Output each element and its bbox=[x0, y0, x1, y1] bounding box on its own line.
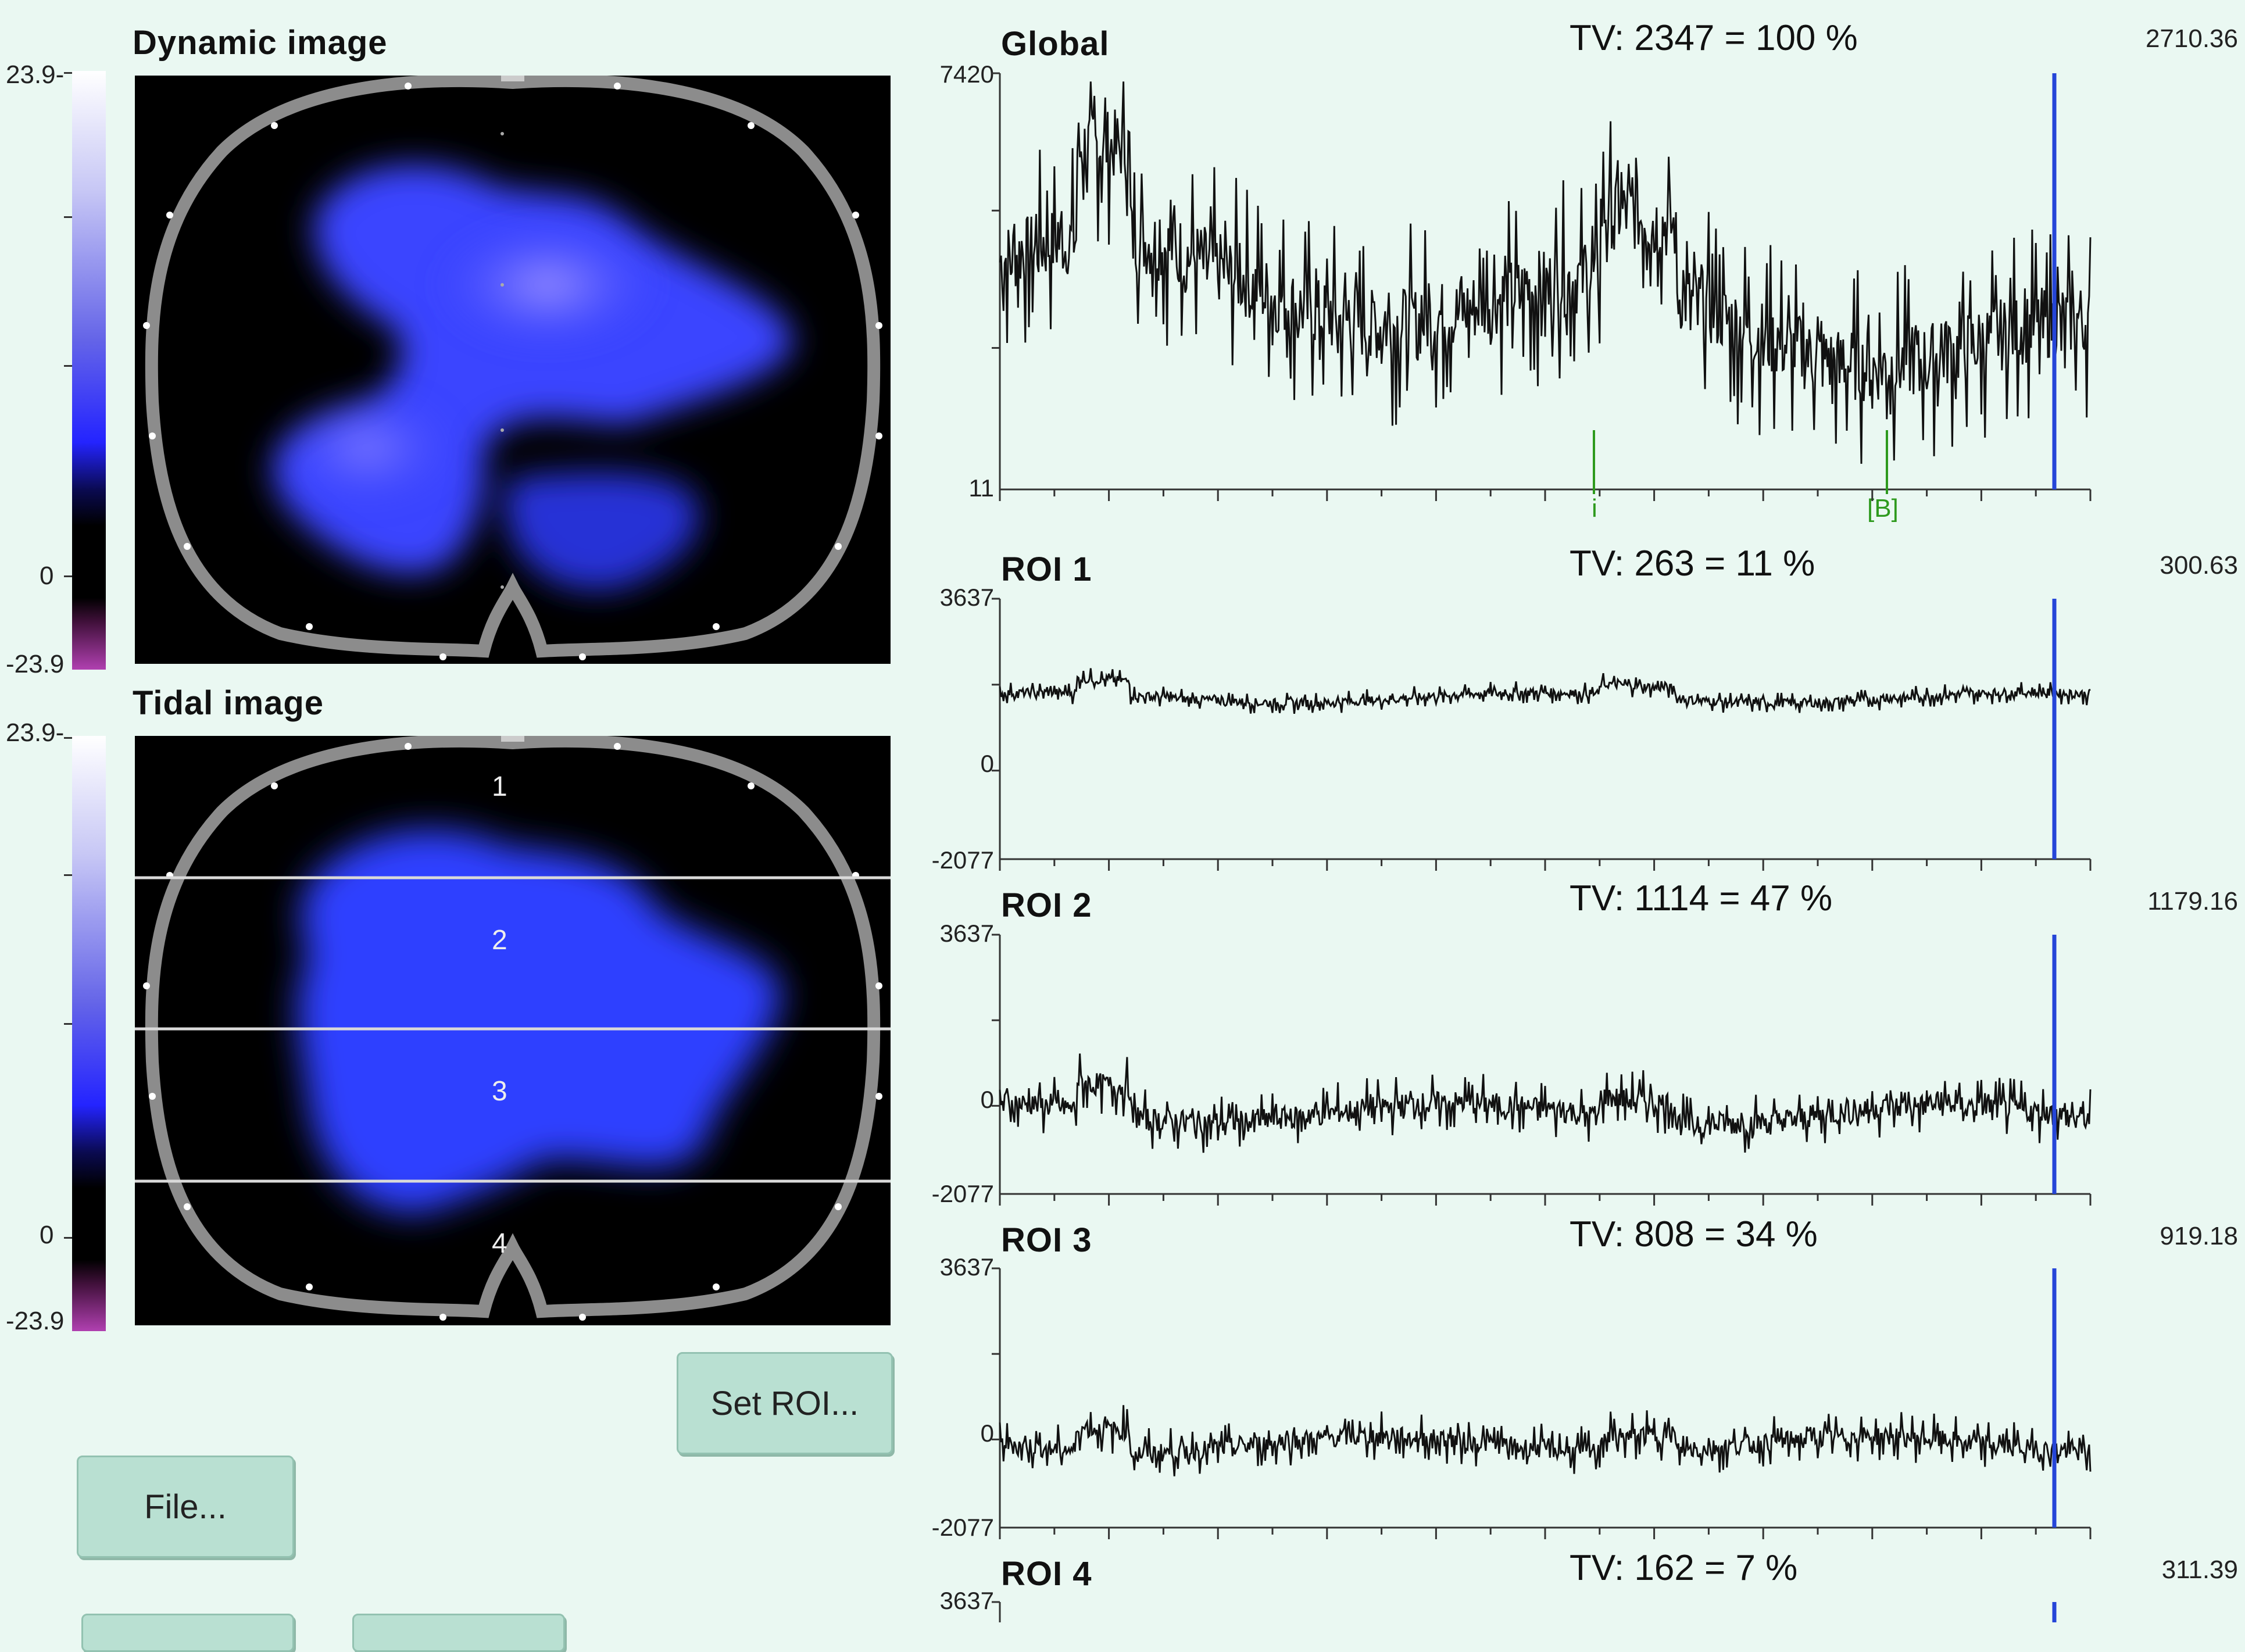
colorbar-tick bbox=[64, 874, 72, 876]
tidal-scale-max: 23.9- bbox=[6, 718, 65, 747]
trace-title-global: Global bbox=[1001, 25, 1110, 63]
colorbar-tick bbox=[64, 1237, 72, 1239]
y-top-roi4: 3637 bbox=[939, 1587, 994, 1614]
tv-global: TV: 2347 = 100 % bbox=[1570, 18, 1858, 58]
bottom-button-right[interactable] bbox=[352, 1614, 565, 1652]
y-bottom-global: 11 bbox=[968, 474, 994, 502]
trace-title-roi4: ROI 4 bbox=[1001, 1555, 1092, 1593]
right-value-roi3: 919.18 bbox=[2160, 1222, 2238, 1250]
y-mid-roi1: 0 bbox=[980, 750, 994, 777]
marker-label-i: i bbox=[1592, 494, 1597, 523]
roi-number-2: 2 bbox=[492, 925, 507, 956]
tidal-scale-min: -23.9 bbox=[6, 1307, 65, 1335]
right-value-roi4: 311.39 bbox=[2161, 1556, 2238, 1584]
tidal-image-panel[interactable] bbox=[135, 736, 891, 1325]
tv-roi2: TV: 1114 = 47 % bbox=[1570, 878, 1833, 918]
tidal-scale-zero: 0 bbox=[40, 1221, 54, 1249]
y-top-global: 7420 bbox=[939, 60, 994, 88]
trace-title-roi1: ROI 1 bbox=[1001, 550, 1092, 588]
y-top-roi1: 3637 bbox=[939, 584, 994, 611]
trace-line-roi2 bbox=[999, 1053, 2092, 1153]
y-bottom-roi2: -2077 bbox=[931, 1180, 994, 1207]
y-mid-roi2: 0 bbox=[980, 1086, 994, 1113]
colorbar-tick bbox=[64, 1023, 72, 1025]
dynamic-image-graphic bbox=[143, 76, 882, 660]
roi-number-4: 4 bbox=[492, 1228, 507, 1259]
trace-title-roi3: ROI 3 bbox=[1001, 1221, 1092, 1259]
tv-roi1: TV: 263 = 11 % bbox=[1570, 543, 1815, 584]
roi-number-1: 1 bbox=[492, 771, 507, 802]
dynamic-scale-max: 23.9- bbox=[6, 60, 65, 89]
file-button[interactable]: File... bbox=[77, 1456, 294, 1558]
right-value-roi2: 1179.16 bbox=[2147, 887, 2238, 916]
dynamic-image-panel[interactable] bbox=[135, 76, 891, 664]
tidal-image-title: Tidal image bbox=[133, 684, 324, 722]
dynamic-scale-min: -23.9 bbox=[6, 650, 65, 678]
colorbar-tick bbox=[64, 365, 72, 367]
trace-line-roi1 bbox=[999, 668, 2091, 714]
trace-line-roi3 bbox=[999, 1405, 2092, 1476]
y-mid-roi3: 0 bbox=[980, 1419, 994, 1447]
trace-line-global bbox=[999, 81, 2092, 464]
colorbar-tick bbox=[64, 575, 72, 577]
trace-title-roi2: ROI 2 bbox=[1001, 886, 1092, 924]
y-bottom-roi1: -2077 bbox=[931, 846, 994, 874]
y-top-roi2: 3637 bbox=[939, 920, 994, 947]
colorbar-tick bbox=[64, 216, 72, 218]
dynamic-image-title: Dynamic image bbox=[133, 24, 388, 62]
colorbar-tick bbox=[64, 737, 72, 739]
colorbar-tick bbox=[64, 72, 72, 74]
right-value-roi1: 300.63 bbox=[2160, 551, 2238, 580]
tv-roi4: TV: 162 = 7 % bbox=[1570, 1548, 1798, 1588]
marker-label-b: [B] bbox=[1867, 494, 1899, 523]
roi-number-3: 3 bbox=[492, 1076, 507, 1107]
y-top-roi3: 3637 bbox=[939, 1253, 994, 1281]
right-value-global: 2710.36 bbox=[2145, 24, 2238, 53]
bottom-button-left[interactable] bbox=[81, 1614, 294, 1652]
tidal-colorbar bbox=[72, 736, 106, 1331]
dynamic-colorbar bbox=[72, 71, 106, 670]
y-bottom-roi3: -2077 bbox=[931, 1514, 994, 1541]
set-roi-button[interactable]: Set ROI... bbox=[677, 1352, 893, 1454]
tidal-image-graphic bbox=[135, 736, 891, 1321]
dynamic-scale-zero: 0 bbox=[40, 562, 54, 590]
tv-roi3: TV: 808 = 34 % bbox=[1570, 1214, 1818, 1254]
